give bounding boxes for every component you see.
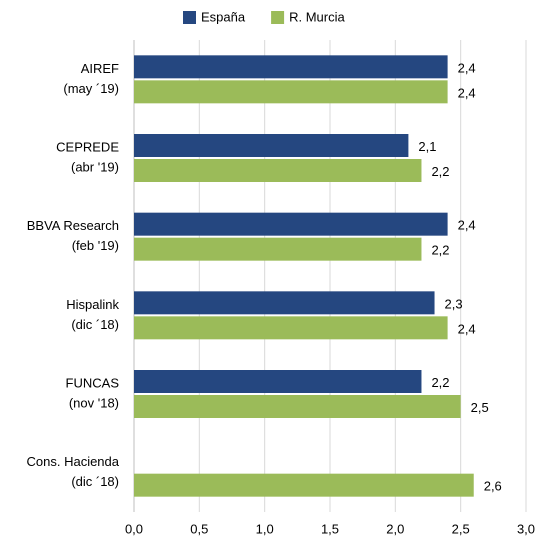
legend-swatch: [183, 11, 196, 24]
bar: [134, 237, 422, 261]
legend-label: R. Murcia: [289, 9, 345, 24]
bar: [134, 291, 435, 315]
data-label: 2,6: [484, 479, 502, 494]
data-label: 2,4: [458, 321, 476, 336]
bar: [134, 159, 422, 182]
x-tick-label: 0,5: [190, 521, 208, 536]
legend-swatch: [271, 11, 285, 24]
x-tick-label: 0,0: [125, 521, 143, 536]
y-tick-label: (nov '18): [69, 395, 119, 410]
y-tick-label: (may ´19): [63, 81, 119, 96]
y-tick-label: AIREF: [81, 61, 119, 76]
y-tick-label: (dic ´18): [71, 474, 119, 489]
bar: [134, 370, 422, 393]
bar: [134, 316, 448, 340]
y-tick-label: CEPREDE: [56, 139, 119, 154]
y-tick-label: FUNCAS: [66, 375, 120, 390]
y-tick-label: BBVA Research: [27, 218, 119, 233]
data-label: 2,3: [445, 296, 463, 311]
x-tick-label: 3,0: [517, 521, 535, 536]
bar: [134, 55, 448, 79]
bar: [134, 134, 409, 157]
data-label: 2,4: [458, 85, 476, 100]
bar: [134, 473, 474, 497]
data-label: 2,4: [458, 218, 476, 233]
y-tick-label: (abr '19): [71, 159, 119, 174]
data-label: 2,2: [431, 164, 449, 179]
bar: [134, 212, 448, 236]
data-label: 2,4: [458, 60, 476, 75]
x-tick-label: 2,0: [386, 521, 404, 536]
data-label: 2,1: [418, 139, 436, 154]
y-tick-label: (dic ´18): [71, 317, 119, 332]
y-tick-label: (feb '19): [72, 238, 119, 253]
legend-label: España: [201, 9, 246, 24]
y-tick-label: Cons. Hacienda: [27, 454, 120, 469]
bar: [134, 80, 448, 104]
data-label: 2,2: [431, 243, 449, 258]
x-tick-label: 2,5: [452, 521, 470, 536]
y-tick-label: Hispalink: [66, 297, 119, 312]
bar: [134, 395, 461, 418]
data-label: 2,5: [471, 400, 489, 415]
x-tick-label: 1,5: [321, 521, 339, 536]
data-label: 2,2: [431, 375, 449, 390]
x-tick-label: 1,0: [256, 521, 274, 536]
